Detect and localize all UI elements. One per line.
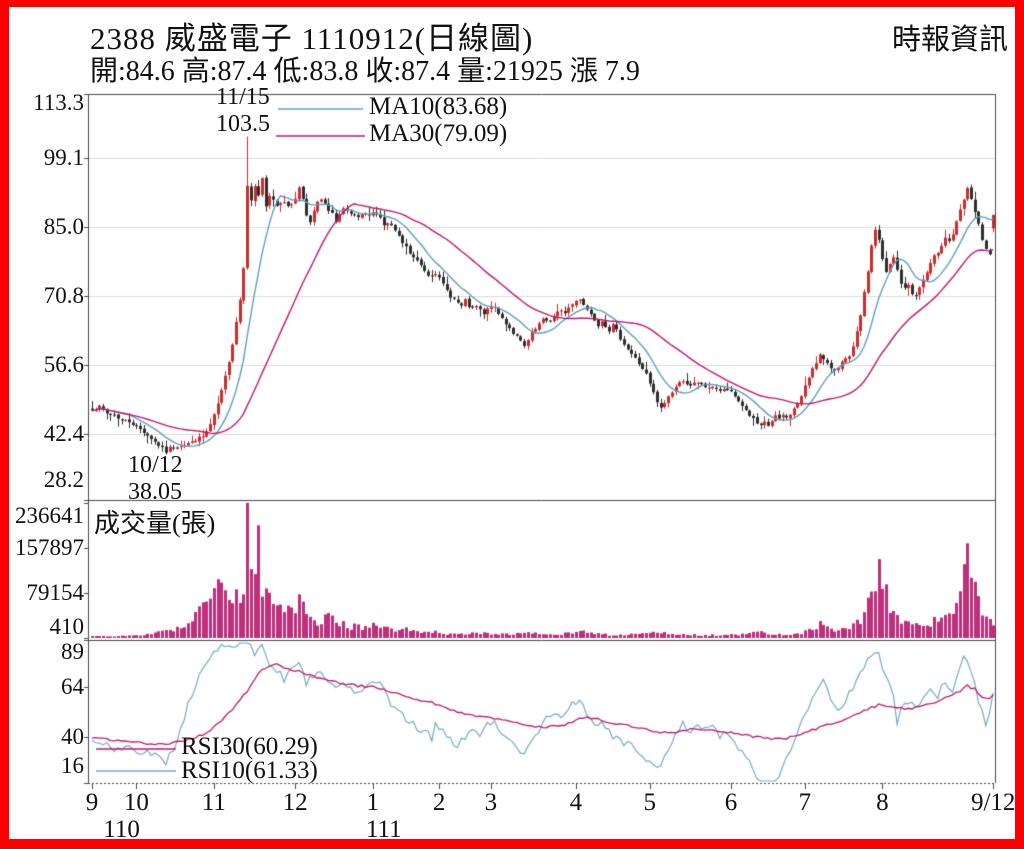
rsi30-legend: RSI30(60.29) [181,733,318,760]
price-axis-label: 56.6 [43,351,84,377]
x-axis-month-label: 12 [282,789,308,816]
rsi-axis-label: 40 [61,723,84,749]
volume-axis-label: 236641 [15,503,84,528]
volume-axis-label: 79154 [26,579,85,605]
frame-border-top [0,0,1024,7]
price-axis-label: 42.4 [43,420,84,446]
x-axis-month-label: 6 [724,789,738,816]
rsi-axis-label: 89 [61,639,84,664]
x-axis-month-label: 2 [432,789,446,816]
high-annotation-price: 103.5 [216,111,270,137]
low-annotation: 10/12 38.05 [128,452,183,506]
low-annotation-price: 38.05 [128,479,182,505]
ma30-legend: MA30(79.09) [369,120,508,147]
x-axis-month-label: 1 [366,789,379,816]
price-axis-label: 28.2 [43,467,84,492]
provider-label: 時報資訊 [891,24,1008,56]
x-axis-year-label: 110 [103,816,140,843]
x-axis-month-label: 8 [876,789,889,816]
volume-panel-label: 成交量(張) [94,509,216,538]
x-axis-year-label: 111 [365,816,402,843]
frame-border-left [0,0,9,849]
ma10-legend: MA10(83.68) [369,93,508,120]
x-axis-month-label: 10 [123,789,149,816]
rsi-axis-label: 64 [61,674,84,699]
price-axis-label: 85.0 [43,213,84,239]
price-axis-label: 113.3 [33,90,84,115]
x-axis-month-label: 4 [569,789,583,816]
ohlc-summary: 開:84.6 高:87.4 低:83.8 收:87.4 量:21925 漲 7.… [90,56,640,87]
x-axis-month-label: 9/12 [970,789,1016,816]
rsi10-legend: RSI10(61.33) [181,757,318,784]
volume-axis-label: 157897 [15,534,84,560]
high-annotation-date: 11/15 [216,84,270,110]
rsi-axis-label: 16 [61,753,84,778]
price-axis-label: 99.1 [43,145,84,170]
x-axis-month-label: 7 [798,789,812,816]
x-axis-month-label: 9 [85,789,99,816]
x-axis-month-label: 3 [484,789,498,816]
frame-border-bottom [0,839,1024,849]
page-title: 2388 威盛電子 1110912(日線圖) [90,21,534,56]
low-annotation-date: 10/12 [128,452,183,478]
x-axis-month-label: 5 [643,789,656,816]
high-annotation: 11/15 103.5 [216,84,270,138]
price-axis-label: 70.8 [43,282,84,308]
frame-border-right [1015,0,1024,849]
x-axis-month-label: 11 [201,789,226,816]
volume-axis-label: 410 [49,614,85,639]
